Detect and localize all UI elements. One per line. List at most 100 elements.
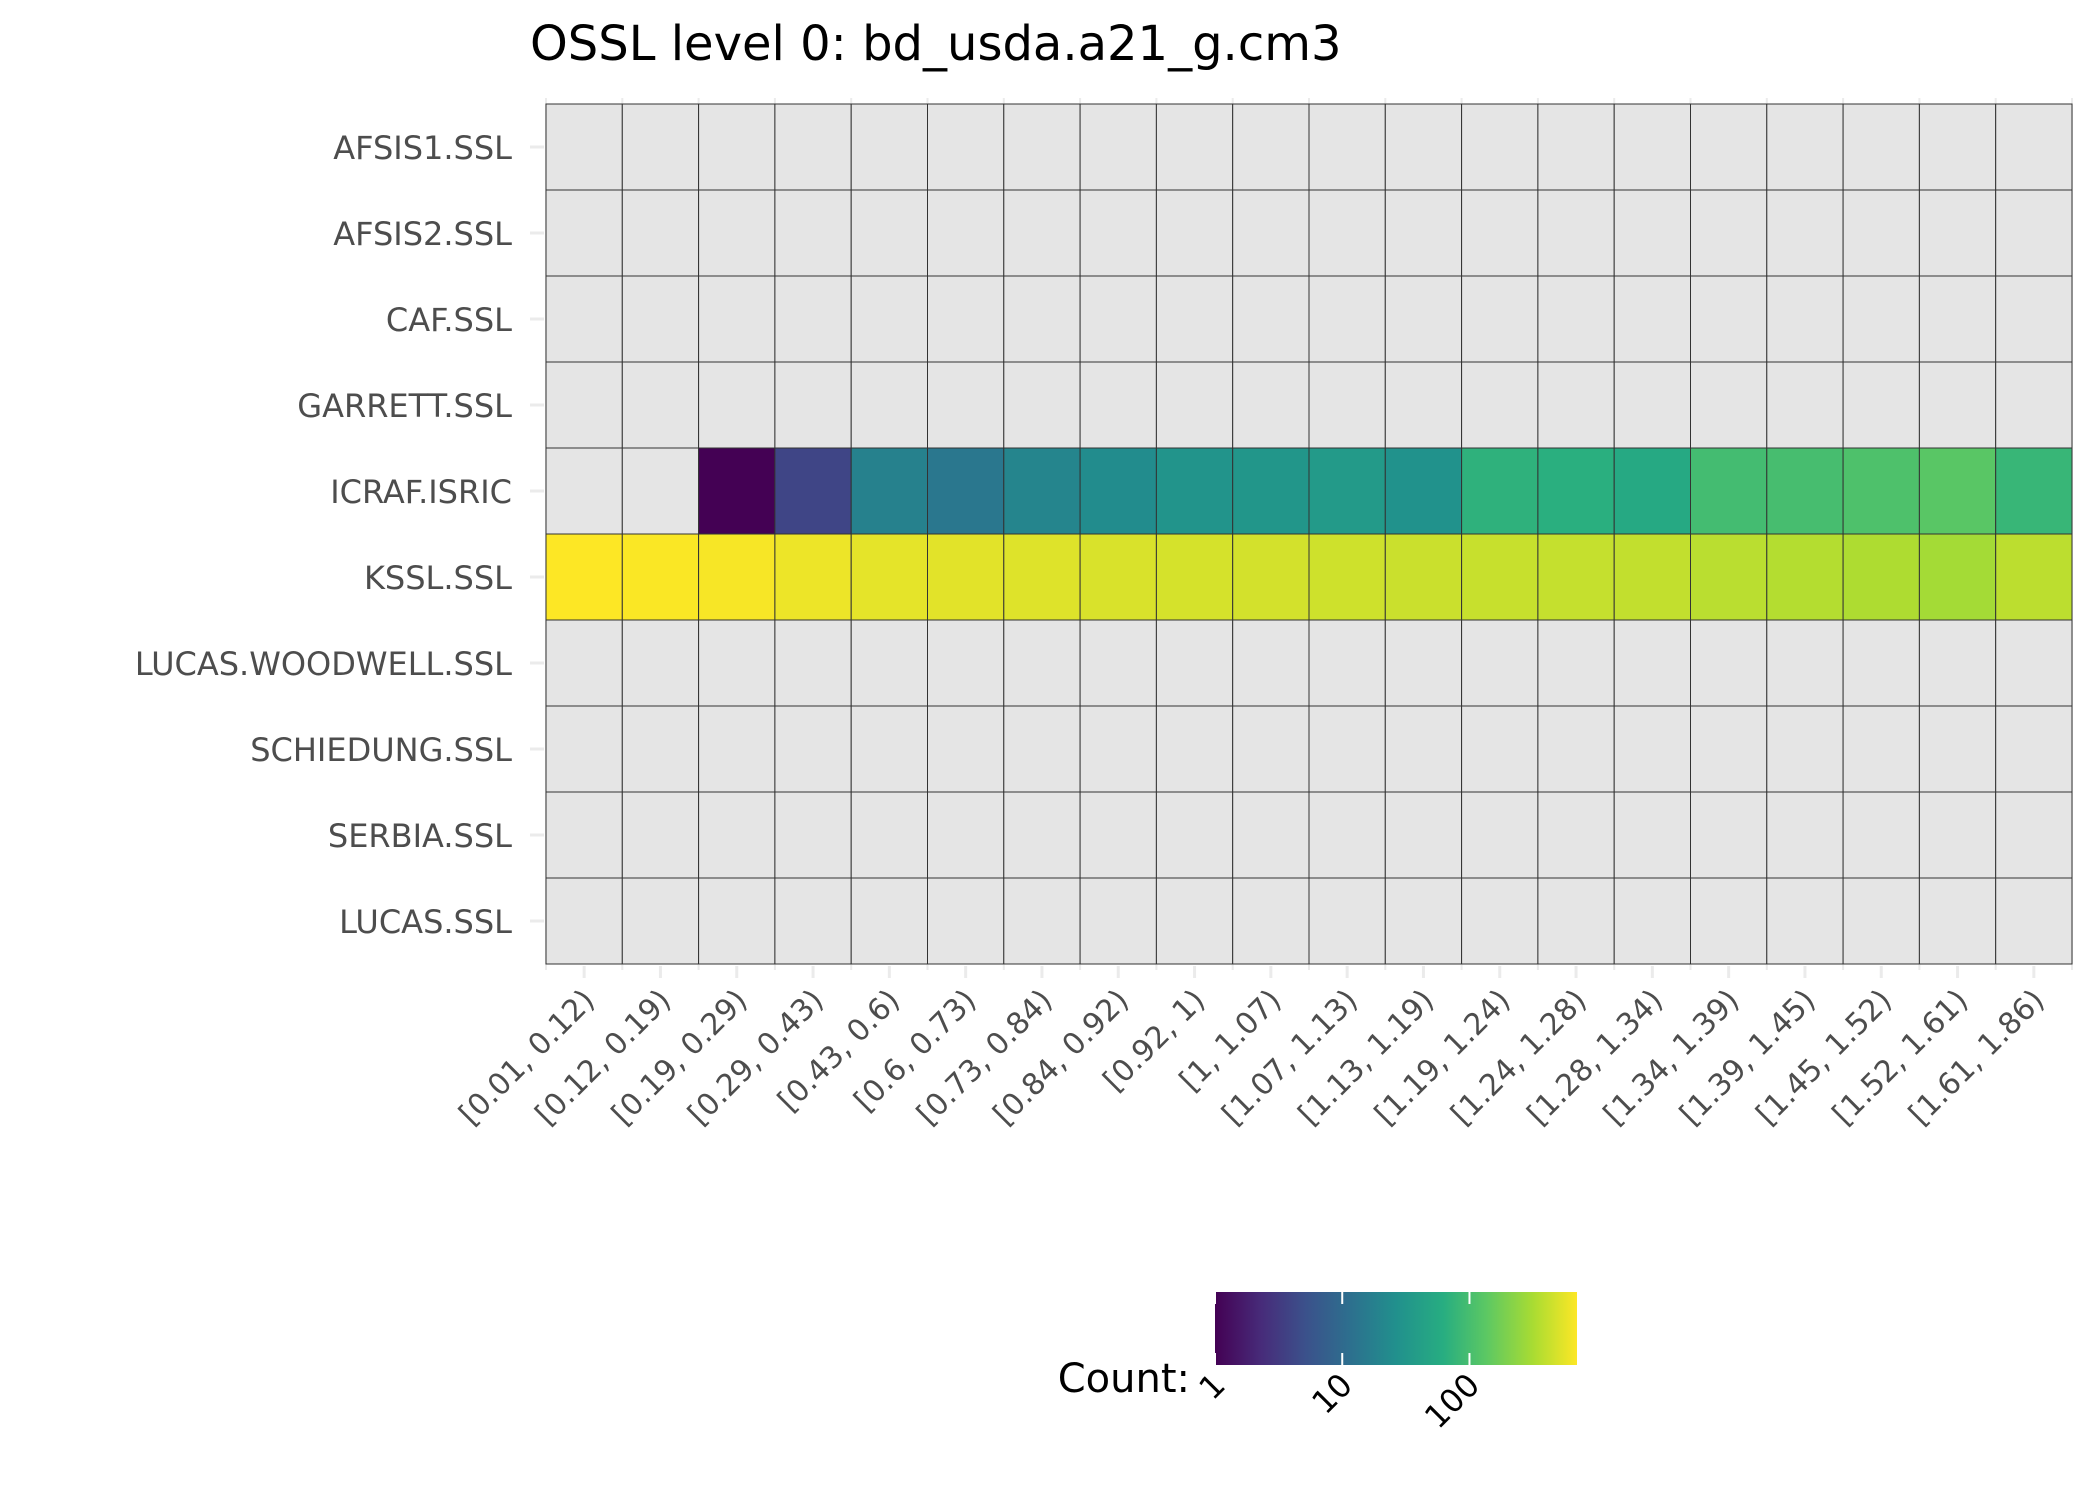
heatmap-cell (1003, 705, 1081, 793)
heatmap-cell (621, 619, 700, 707)
heatmap-cell (545, 619, 623, 707)
heatmap-cell (1461, 877, 1539, 965)
heatmap-cell (1690, 103, 1768, 191)
heatmap-cell (1995, 705, 2073, 793)
heatmap-cell (621, 275, 700, 363)
heatmap-cell (774, 447, 852, 535)
heatmap-cell (698, 619, 776, 707)
heatmap-cell (1384, 189, 1463, 277)
heatmap-cell (1003, 361, 1081, 449)
heatmap-cell (1537, 103, 1615, 191)
heatmap-cell (1155, 189, 1234, 277)
heatmap-cell (850, 361, 929, 449)
heatmap-cell (1155, 361, 1234, 449)
heatmap-cell (1613, 877, 1691, 965)
y-tick-label: CAF.SSL (386, 301, 512, 339)
heatmap-cell (1461, 619, 1539, 707)
heatmap-cell (1995, 361, 2073, 449)
y-tick-label: AFSIS1.SSL (333, 129, 512, 167)
heatmap-cell (1995, 103, 2073, 191)
heatmap-cell (1690, 705, 1768, 793)
heatmap-cell (545, 361, 623, 449)
heatmap-cell (1766, 275, 1844, 363)
y-tick-label: KSSL.SSL (364, 559, 512, 597)
heatmap-cell (850, 275, 929, 363)
heatmap-cell (927, 275, 1005, 363)
heatmap-cell (1155, 877, 1234, 965)
heatmap-cell (545, 103, 623, 191)
heatmap-cell (1613, 189, 1691, 277)
heatmap-cell (1537, 447, 1615, 535)
heatmap-cell (1003, 275, 1081, 363)
heatmap-cell (698, 533, 776, 621)
heatmap-cell (1842, 275, 1920, 363)
heatmap-cell (1537, 705, 1615, 793)
heatmap-cell (1766, 791, 1844, 879)
heatmap-cell (1918, 877, 1997, 965)
heatmap-cell (850, 619, 929, 707)
heatmap-cell (774, 189, 852, 277)
heatmap-cell (1690, 877, 1768, 965)
heatmap-cell (1003, 877, 1081, 965)
heatmap-cell (1613, 275, 1691, 363)
heatmap-cell (1384, 447, 1463, 535)
heatmap-cell (1690, 619, 1768, 707)
y-tick-label: GARRETT.SSL (297, 387, 512, 425)
heatmap-cell (1918, 189, 1997, 277)
heatmap-cell (927, 361, 1005, 449)
legend-tick-label: 100 (1417, 1366, 1487, 1436)
legend-tick-label: 10 (1304, 1366, 1360, 1422)
heatmap-cell (1690, 791, 1768, 879)
heatmap-cell (1995, 533, 2073, 621)
heatmap-cell (774, 103, 852, 191)
heatmap-cell (1613, 533, 1691, 621)
heatmap-cell (1918, 361, 1997, 449)
heatmap-cell (621, 533, 700, 621)
heatmap-cell (1003, 103, 1081, 191)
heatmap-cell (927, 877, 1005, 965)
heatmap-cell (1232, 619, 1310, 707)
heatmap-cell (1766, 103, 1844, 191)
heatmap-cell (1690, 189, 1768, 277)
heatmap-cell (1461, 103, 1539, 191)
heatmap-cell (698, 791, 776, 879)
heatmap-cell (698, 275, 776, 363)
heatmap-cell (1308, 791, 1386, 879)
legend-title: Count: (1058, 1356, 1190, 1402)
heatmap-cell (1232, 447, 1310, 535)
y-tick-label: ICRAF.ISRIC (330, 473, 512, 511)
heatmap-cell (1308, 103, 1386, 191)
legend-tick-label: 1 (1191, 1366, 1232, 1407)
heatmap-cell (1766, 705, 1844, 793)
heatmap-cell (621, 447, 700, 535)
heatmap-cell (1384, 361, 1463, 449)
heatmap-cell (1384, 705, 1463, 793)
chart-title: OSSL level 0: bd_usda.a21_g.cm3 (530, 16, 1342, 72)
heatmap-cell (927, 705, 1005, 793)
heatmap-cell (850, 877, 929, 965)
heatmap-cell (1308, 447, 1386, 535)
heatmap-cell (1995, 275, 2073, 363)
heatmap-cell (1003, 791, 1081, 879)
heatmap-cell (927, 189, 1005, 277)
heatmap-cell (1842, 877, 1920, 965)
heatmap-cell (1995, 877, 2073, 965)
heatmap-cell (1461, 791, 1539, 879)
heatmap-cell (1918, 533, 1997, 621)
heatmap-cell (545, 791, 623, 879)
heatmap-cell (1766, 877, 1844, 965)
heatmap-cell (1918, 619, 1997, 707)
heatmap-cell (1461, 275, 1539, 363)
heatmap-cell (545, 533, 623, 621)
heatmap-cell (1232, 705, 1310, 793)
heatmap-cell (1766, 447, 1844, 535)
heatmap-cell (698, 361, 776, 449)
heatmap-cell (621, 103, 700, 191)
heatmap-cell (1842, 791, 1920, 879)
heatmap-cell (545, 275, 623, 363)
heatmap-cell (545, 705, 623, 793)
heatmap-cell (774, 877, 852, 965)
heatmap-cell (1537, 361, 1615, 449)
heatmap-cell (1537, 189, 1615, 277)
